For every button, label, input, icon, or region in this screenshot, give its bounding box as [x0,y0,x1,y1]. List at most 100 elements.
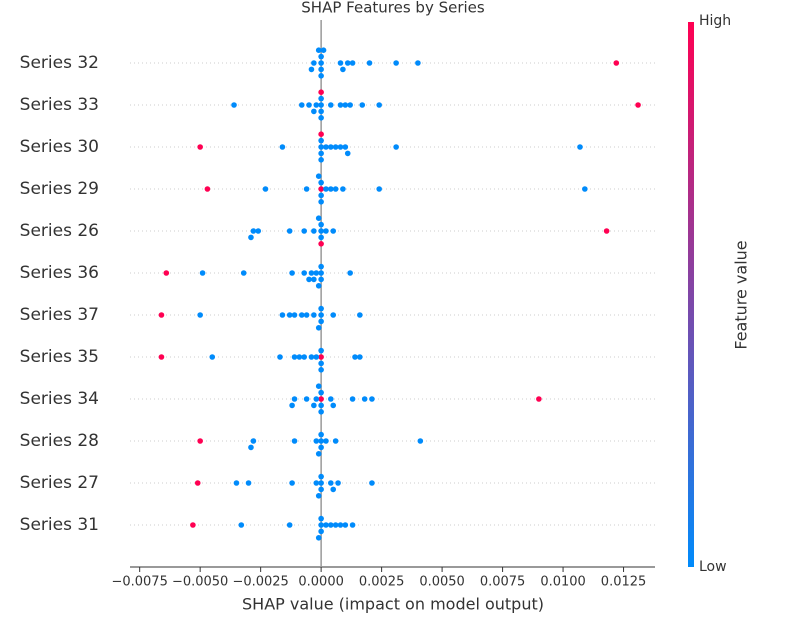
dot [298,102,305,108]
x-tick-label: −0.0050 [172,575,228,590]
dot [318,115,324,121]
dot [318,192,324,199]
dot [311,228,317,234]
dot [197,438,203,444]
dot [286,312,293,318]
dot [344,60,351,66]
dot [279,144,286,150]
dot [318,270,324,276]
dot [308,270,315,276]
dot [357,312,363,318]
dot [369,480,375,486]
dot [279,312,286,318]
dot [303,312,310,318]
dot [328,522,334,528]
dot [415,60,421,66]
dot [311,402,317,409]
chart-title: SHAP Features by Series [301,0,485,17]
dot [308,66,315,73]
dot [318,409,324,415]
dot [311,108,317,115]
dot [315,535,322,541]
dot [289,402,295,409]
dot [296,354,303,360]
dot [318,89,324,95]
dot [376,102,382,108]
dot [318,347,324,354]
dot [332,186,339,192]
dot [318,131,324,137]
y-tick-label: Series 30 [20,137,99,157]
dot [318,73,324,79]
x-tick-label: 0.0100 [540,575,586,590]
dot [163,270,170,276]
dot [301,270,307,276]
dot [291,438,298,444]
dot [315,383,322,390]
dot [330,486,337,493]
dot [240,270,247,276]
dot [335,480,341,486]
dot [199,270,206,276]
dot [613,60,620,66]
dot [315,215,322,221]
y-tick-label: Series 33 [20,95,99,115]
dot [233,480,240,486]
dot [347,102,353,108]
colorbar-title: Feature value [732,240,751,349]
dot [330,312,337,318]
dot [342,102,349,108]
x-tick-label: 0.0000 [298,575,344,590]
dot [318,318,324,325]
dot [289,480,295,486]
dot [337,522,344,528]
dot [315,493,322,499]
dot [330,228,337,234]
dot [318,263,324,270]
dot [306,102,312,108]
dot [318,473,324,480]
dot [340,186,346,192]
dot [313,396,320,402]
dot [318,312,324,318]
dot [318,144,324,150]
colorbar-low: Low [699,559,727,575]
dot [315,47,322,53]
dot [349,60,356,66]
y-tick-label: Series 27 [20,473,99,493]
dot [313,354,320,360]
dot [318,241,324,247]
dot [318,276,324,283]
x-tick-label: 0.0075 [480,575,526,590]
dot [337,60,344,66]
dot [323,144,329,150]
dot [262,186,269,192]
dot [320,47,327,53]
dot [318,360,324,367]
dot [318,108,324,115]
dot [318,53,324,60]
dot [318,515,324,522]
dot [332,522,339,528]
x-tick-label: 0.0025 [359,575,405,590]
dot [301,354,307,360]
dot [311,312,317,318]
dot [318,402,324,409]
x-tick-label: 0.0050 [419,575,465,590]
dot [635,102,641,108]
dot [315,283,322,289]
dot [315,325,322,331]
dot [289,270,295,276]
dot [308,354,315,360]
dot [318,95,324,102]
dot [303,396,310,402]
dot [359,102,366,108]
dot [328,102,334,108]
dot [393,60,399,66]
dot [197,144,203,150]
dot [323,186,329,192]
dot [315,451,322,457]
dot [318,234,324,241]
dot [190,522,196,528]
